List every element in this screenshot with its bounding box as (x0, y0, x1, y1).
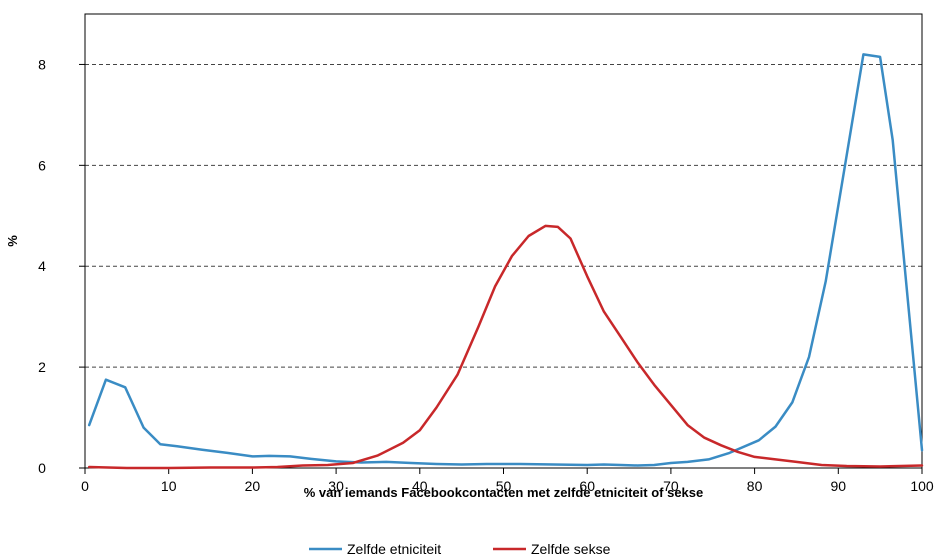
x-tick-label: 100 (910, 478, 934, 494)
y-tick-label: 2 (38, 359, 46, 375)
series-line-zelfde-sekse (87, 224, 924, 470)
x-tick-label: 30 (328, 478, 344, 494)
gridlines (85, 63, 922, 368)
legend: Zelfde etniciteit Zelfde sekse (309, 541, 611, 557)
x-tick-label: 90 (831, 478, 847, 494)
x-tick-label: 70 (663, 478, 679, 494)
x-tick-label: 20 (245, 478, 261, 494)
y-tick-label: 0 (38, 460, 46, 476)
y-axis-title: % (5, 235, 20, 247)
x-tick-label: 60 (579, 478, 595, 494)
x-tick-label: 0 (81, 478, 89, 494)
y-tick-label: 4 (38, 258, 46, 274)
series-lines (87, 53, 924, 470)
x-axis: 0 10 20 30 40 50 60 70 80 90 100 (81, 468, 934, 494)
y-axis: 0 2 4 6 8 (38, 56, 85, 476)
y-tick-label: 8 (38, 56, 46, 72)
x-tick-label: 10 (161, 478, 177, 494)
x-tick-label: 40 (412, 478, 428, 494)
series-line-zelfde-etniciteit (87, 53, 924, 467)
x-axis-title: % van iemands Facebookcontacten met zelf… (304, 485, 704, 500)
legend-label: Zelfde etniciteit (347, 541, 441, 557)
y-tick-label: 6 (38, 157, 46, 173)
legend-label: Zelfde sekse (531, 541, 611, 557)
x-tick-label: 80 (747, 478, 763, 494)
plot-frame (84, 13, 923, 469)
x-tick-label: 50 (496, 478, 512, 494)
